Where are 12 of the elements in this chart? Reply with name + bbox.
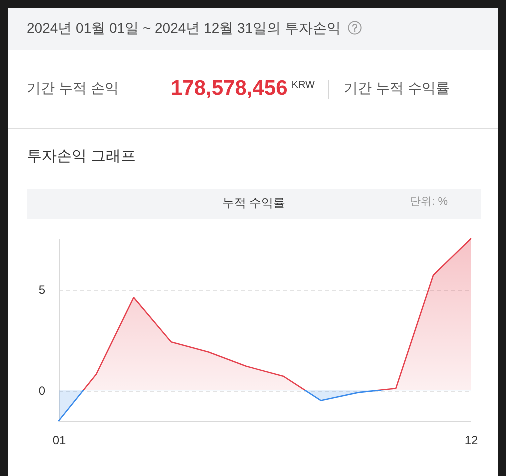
y-tick-label: 0 (38, 384, 46, 398)
y-tick-label: 5 (38, 283, 46, 298)
text: 기간 누적 수익률 (344, 80, 450, 96)
chart-title: 누적 수익률 (222, 196, 286, 210)
text: 단위: % (410, 196, 448, 208)
text: KRW (292, 80, 315, 91)
text: 178,578,456 (171, 77, 288, 100)
text: 2024년 01월 01일 ~ 2024년 12월 31일의 투자손익 (27, 20, 341, 36)
x-tick-label: 01 (52, 434, 66, 448)
text: 투자손익 그래프 (27, 148, 136, 165)
x-tick-label: 12 (464, 434, 478, 448)
text: 기간 누적 손익 (27, 80, 119, 96)
